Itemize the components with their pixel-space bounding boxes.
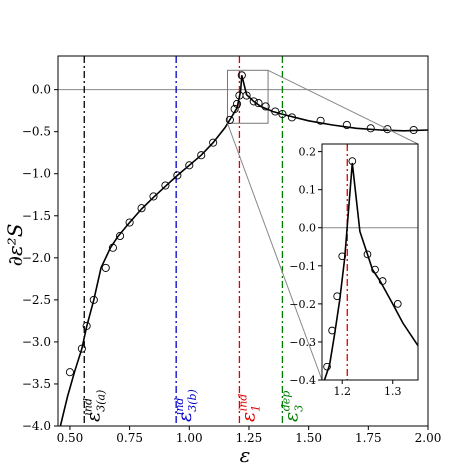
y-tick-label: −1.0 [22, 167, 51, 181]
y-tick-label: −1.5 [22, 209, 51, 223]
y-tick-label: −3.0 [22, 335, 51, 349]
data-point [225, 115, 234, 124]
x-tick-label: 2.00 [415, 431, 442, 445]
data-point [342, 120, 351, 130]
data-point [149, 192, 158, 201]
inset-frame [321, 143, 419, 381]
zoom-connector [267, 69, 419, 145]
inset-y-tick-label: −0.3 [289, 336, 316, 349]
data-point [116, 231, 125, 241]
data-point [316, 116, 325, 125]
data-point [232, 99, 242, 108]
data-point [137, 204, 146, 213]
data-point [230, 104, 239, 114]
inset-data-point [348, 157, 357, 165]
main-plot: ε3(a)ind ε3(b)ind ε1ind ε3dep 0.50 0.75 1.00 1.… [22, 55, 442, 445]
y-tick-label: −0.5 [22, 125, 51, 139]
zoom-connector [227, 123, 323, 381]
data-point [271, 107, 280, 116]
y-tick-label: −3.5 [22, 377, 51, 391]
inset-y-tick-label: 0.2 [299, 146, 317, 159]
vline-label-3: ε3dep [279, 391, 305, 422]
inset-data-point [333, 292, 342, 301]
inset-plot: 1.2 1.3 −0.4 −0.3 −0.2 −0.1 0.0 0.1 0.2 [227, 69, 419, 398]
data-point [101, 263, 110, 272]
data-point [287, 113, 296, 122]
data-point [278, 109, 287, 119]
data-point [173, 171, 182, 180]
vline-label-2: ε1ind [236, 394, 262, 422]
zoom-box [226, 69, 269, 124]
inset-data-point [338, 252, 347, 261]
x-tick-label: 0.75 [116, 431, 143, 445]
data-point [77, 344, 86, 353]
data-point [108, 243, 117, 252]
y-tick-label: −4.0 [22, 419, 51, 433]
inset-data-point [328, 326, 336, 335]
inset-data-point [323, 362, 331, 371]
x-tick-label: 1.00 [176, 431, 203, 445]
inset-y-tick-label: 0.0 [299, 222, 317, 235]
x-axis-label: ε [240, 443, 251, 467]
data-point [366, 124, 375, 133]
data-point [254, 99, 263, 108]
data-point [242, 91, 251, 100]
inset-y-tick-label: 0.1 [299, 184, 317, 197]
data-point [65, 368, 74, 377]
x-tick-label: 1.50 [295, 431, 322, 445]
series-group [59, 71, 428, 426]
y-tick-label: 0.0 [32, 83, 51, 97]
inset-y-tick-label: −0.4 [289, 374, 316, 387]
inset-series-line [323, 162, 418, 380]
inset-x-tick-label: 1.3 [384, 385, 402, 398]
x-tick-label: 1.75 [355, 431, 382, 445]
data-point [161, 181, 170, 190]
inset-x-tick-label: 1.2 [333, 385, 351, 398]
data-point [185, 161, 194, 170]
data-point [209, 138, 218, 147]
inset-data-point [371, 265, 379, 274]
inset-data-point [378, 277, 387, 285]
data-point [197, 151, 206, 160]
vline-label-0: ε3(a)ind [81, 390, 107, 422]
inset-y-tick-label: −0.2 [289, 298, 316, 311]
y-tick-label: −2.0 [22, 251, 51, 265]
x-tick-label: 1.25 [236, 431, 263, 445]
y-axis-label: ∂ε²S [3, 224, 27, 267]
data-point [237, 71, 246, 80]
inset-data-point [393, 300, 402, 308]
inset-y-tick-label: −0.1 [289, 260, 316, 273]
x-tick-label: 0.50 [57, 431, 84, 445]
y-tick-label: −2.5 [22, 293, 51, 307]
data-point [125, 218, 134, 227]
data-point [89, 295, 98, 304]
inset-series-group [323, 157, 418, 380]
series-line [59, 75, 428, 426]
data-point [409, 125, 418, 135]
data-point [82, 321, 91, 330]
inset-data-point [363, 250, 372, 259]
vline-label-1: ε3(b)ind [173, 389, 199, 422]
plot-frame [57, 55, 429, 427]
data-point [261, 102, 270, 111]
data-point [383, 125, 392, 134]
data-point [249, 97, 258, 106]
